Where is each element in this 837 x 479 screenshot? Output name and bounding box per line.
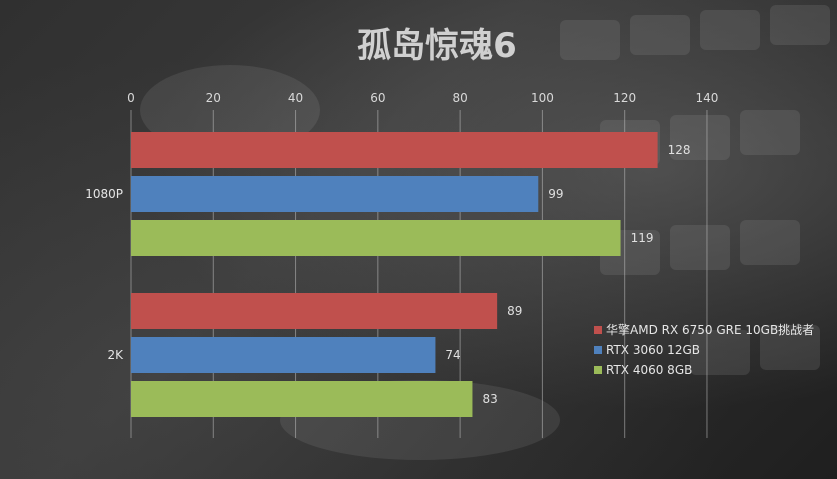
x-tick-label: 80 xyxy=(452,91,467,105)
data-label: 119 xyxy=(631,231,654,245)
legend-swatch xyxy=(594,346,602,354)
x-tick-label: 120 xyxy=(613,91,636,105)
data-label: 128 xyxy=(668,143,691,157)
x-tick-label: 100 xyxy=(531,91,554,105)
bar xyxy=(131,381,473,417)
bar xyxy=(131,132,658,168)
x-axis-ticks: 0 20 40 60 80 100 120 140 xyxy=(127,91,718,105)
legend-swatch xyxy=(594,366,602,374)
bar xyxy=(131,176,539,212)
bar xyxy=(131,337,436,373)
data-label: 83 xyxy=(482,392,497,406)
bar xyxy=(131,220,621,256)
x-tick-label: 40 xyxy=(288,91,303,105)
legend-swatch xyxy=(594,326,602,334)
legend-label: RTX 4060 8GB xyxy=(606,363,692,377)
legend-label: RTX 3060 12GB xyxy=(606,343,700,357)
legend: 华擎AMD RX 6750 GRE 10GB挑战者 RTX 3060 12GB RT… xyxy=(594,322,814,377)
x-tick-label: 0 xyxy=(127,91,135,105)
x-tick-label: 60 xyxy=(370,91,385,105)
category-label: 2K xyxy=(107,348,124,362)
x-tick-label: 20 xyxy=(206,91,221,105)
chart-title: 孤岛惊魂6 xyxy=(357,26,517,66)
bar xyxy=(131,293,498,329)
data-label: 89 xyxy=(507,304,522,318)
data-label: 74 xyxy=(445,348,460,362)
category-label: 1080P xyxy=(85,187,123,201)
category-labels: 1080P 2K xyxy=(85,187,124,362)
bars: 128 99 119 89 74 83 xyxy=(131,132,690,417)
x-tick-label: 140 xyxy=(696,91,719,105)
data-label: 99 xyxy=(548,187,563,201)
legend-label: 华擎AMD RX 6750 GRE 10GB挑战者 xyxy=(606,322,814,337)
